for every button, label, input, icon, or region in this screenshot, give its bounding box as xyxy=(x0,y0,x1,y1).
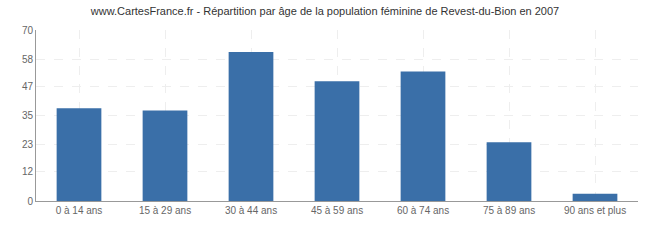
svg-text:15 à 29 ans: 15 à 29 ans xyxy=(139,205,191,216)
svg-text:0 à 14 ans: 0 à 14 ans xyxy=(56,205,103,216)
svg-text:58: 58 xyxy=(22,54,34,65)
svg-text:60 à 74 ans: 60 à 74 ans xyxy=(397,205,449,216)
svg-text:12: 12 xyxy=(22,166,34,177)
svg-text:www.CartesFrance.fr - Répartit: www.CartesFrance.fr - Répartition par âg… xyxy=(90,5,559,17)
svg-text:23: 23 xyxy=(22,139,34,150)
svg-text:30 à 44 ans: 30 à 44 ans xyxy=(225,205,277,216)
svg-text:45 à 59 ans: 45 à 59 ans xyxy=(311,205,363,216)
svg-text:70: 70 xyxy=(22,25,34,36)
svg-text:0: 0 xyxy=(27,196,33,207)
svg-text:90 ans et plus: 90 ans et plus xyxy=(564,205,626,216)
svg-text:35: 35 xyxy=(22,110,34,121)
svg-text:75 à 89 ans: 75 à 89 ans xyxy=(483,205,535,216)
svg-text:47: 47 xyxy=(22,81,34,92)
